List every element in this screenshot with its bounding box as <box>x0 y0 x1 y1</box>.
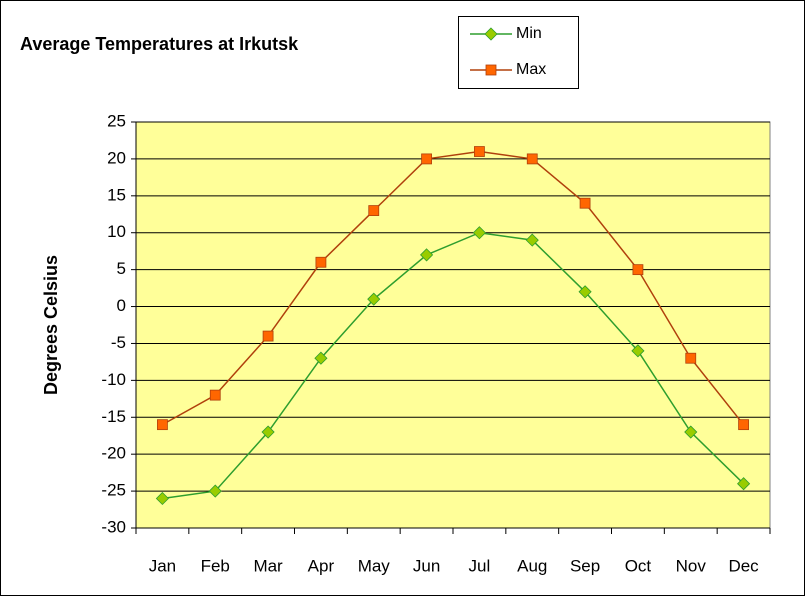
x-tick-label: Jul <box>469 556 491 575</box>
y-axis-label: Degrees Celsius <box>41 255 61 395</box>
marker <box>485 64 497 76</box>
marker <box>525 233 539 247</box>
marker <box>737 477 751 491</box>
marker <box>472 226 486 240</box>
legend-label: Max <box>516 61 546 78</box>
marker <box>314 351 328 365</box>
y-tick-label: 20 <box>107 148 126 167</box>
y-tick-label: 10 <box>107 222 126 241</box>
marker <box>367 292 381 306</box>
x-tick-label: Aug <box>517 556 547 575</box>
marker <box>262 330 274 342</box>
y-tick-label: 5 <box>117 259 126 278</box>
marker <box>157 419 168 431</box>
x-tick-label: Feb <box>201 556 230 575</box>
marker <box>474 146 485 157</box>
y-tick-label: -5 <box>111 333 126 352</box>
chart-title: Average Temperatures at Irkutsk <box>20 34 299 54</box>
x-tick-label: Dec <box>728 556 759 575</box>
x-tick-label: Nov <box>676 556 707 575</box>
x-tick-label: Sep <box>570 556 600 575</box>
y-tick-label: -10 <box>101 370 126 389</box>
y-tick-label: 25 <box>107 111 126 130</box>
marker <box>738 419 749 431</box>
series-line <box>162 231 745 500</box>
marker <box>209 389 221 401</box>
y-tick-label: 0 <box>117 296 126 315</box>
marker <box>484 27 498 41</box>
x-tick-label: May <box>358 556 391 575</box>
marker <box>632 264 644 276</box>
y-tick-label: -15 <box>101 407 126 426</box>
marker <box>421 153 432 165</box>
marker <box>631 344 645 358</box>
marker <box>368 205 380 216</box>
y-tick-label: -20 <box>101 444 126 463</box>
x-tick-label: Apr <box>308 556 335 575</box>
y-tick-label: -30 <box>101 517 126 536</box>
x-tick-label: Mar <box>253 556 283 575</box>
marker <box>684 425 698 439</box>
x-tick-label: Jun <box>413 556 440 575</box>
x-tick-label: Oct <box>625 556 652 575</box>
legend-box <box>458 16 579 89</box>
marker <box>578 285 592 299</box>
marker <box>315 256 327 268</box>
marker <box>155 491 169 506</box>
legend-label: Min <box>516 25 542 42</box>
series-line <box>162 150 745 426</box>
y-tick-label: 15 <box>107 185 126 204</box>
marker <box>261 425 275 439</box>
x-tick-label: Jan <box>149 556 176 575</box>
y-tick-label: -25 <box>101 481 126 500</box>
marker <box>526 153 538 165</box>
plot-area <box>135 121 771 529</box>
marker <box>420 248 434 262</box>
marker <box>579 197 591 209</box>
marker <box>685 352 697 364</box>
marker <box>208 484 222 498</box>
